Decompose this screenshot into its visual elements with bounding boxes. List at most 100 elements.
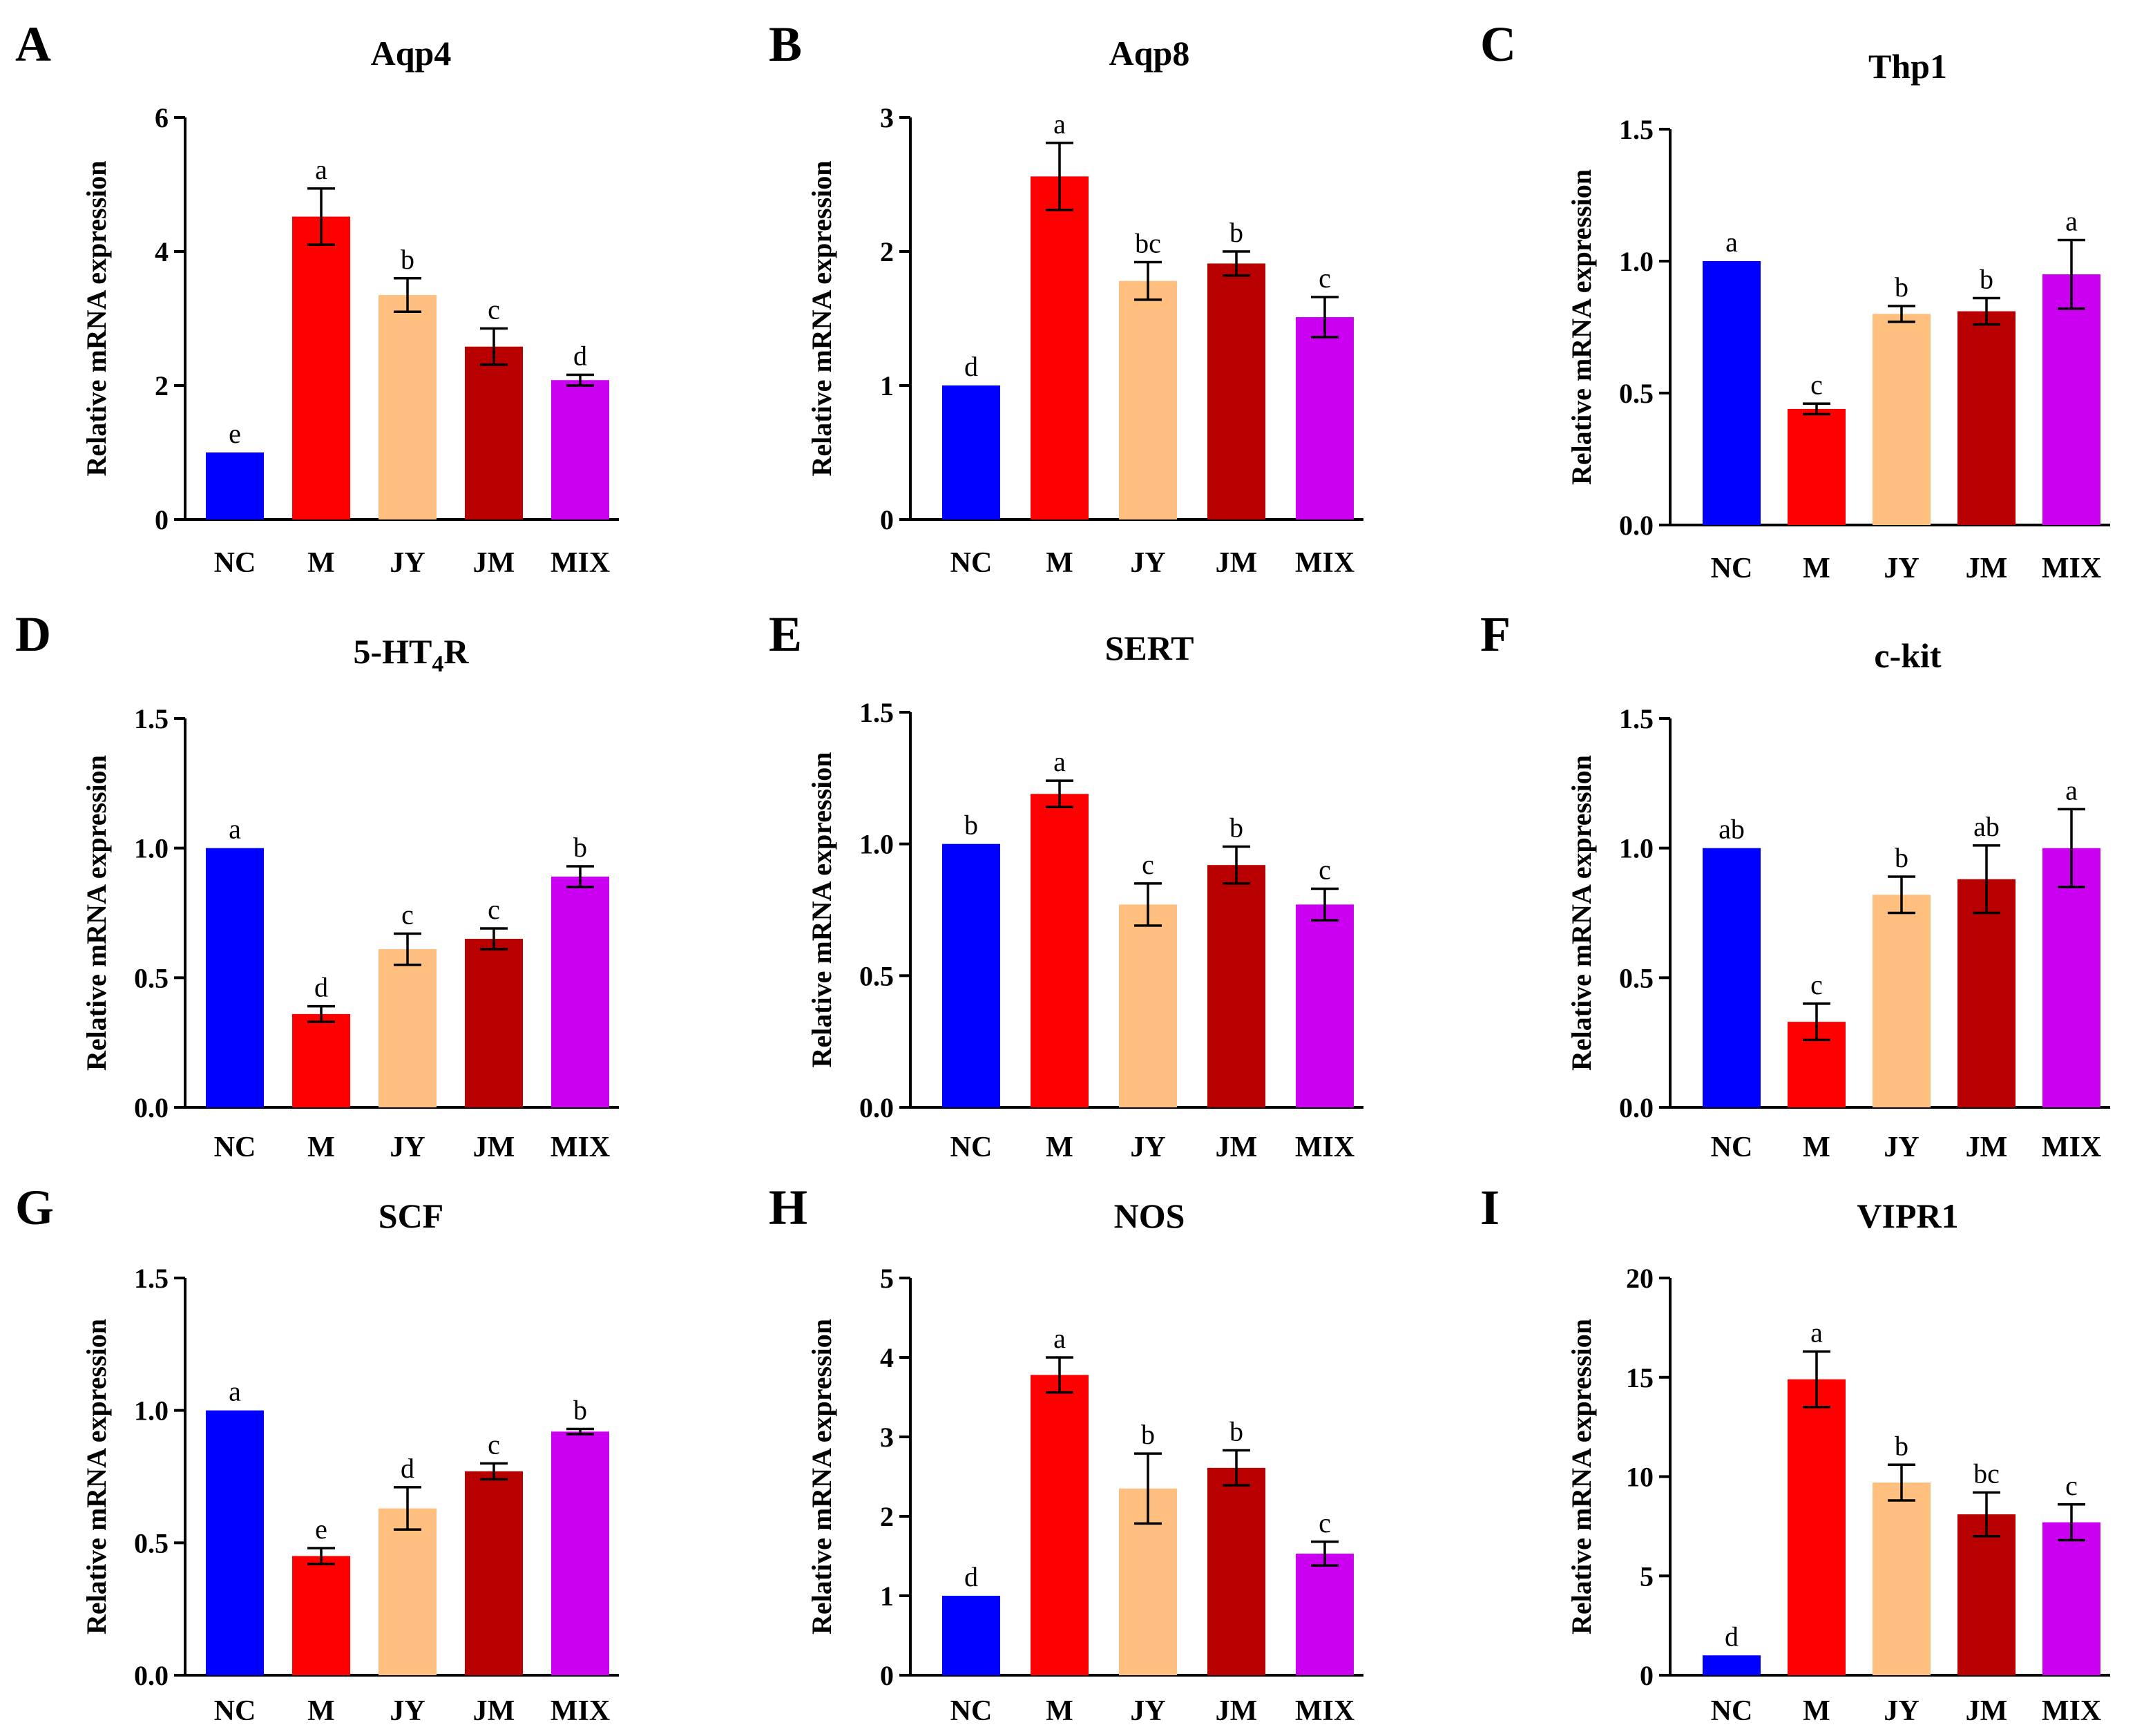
panel-i-letter: I: [1480, 1180, 1500, 1235]
panel-c-errorbar-mix: [2058, 238, 2085, 310]
panel-g: G SCF Relative mRNA expression 0.0 0.5 1.0 1.5…: [15, 1180, 619, 1727]
panel-b-bar-m: [1031, 176, 1089, 520]
panel-a-ytick-label: 0: [155, 504, 169, 535]
panel-g-ytick-label: 0.0: [134, 1660, 169, 1691]
panel-d-xtick-mix: MIX: [550, 1132, 610, 1163]
panel-c-bar-jy: [1873, 314, 1931, 525]
panel-e-bar-m: [1031, 794, 1089, 1107]
panel-a-sig-m: a: [315, 154, 327, 185]
panel-g-letter: G: [15, 1180, 54, 1235]
panel-h-bar-mix: [1296, 1554, 1354, 1675]
panel-g-sig-m: e: [315, 1514, 327, 1545]
panel-a-errorbar-jy: [394, 277, 421, 314]
panel-b-xtick-m: M: [1046, 547, 1073, 579]
panel-g-errorbar-mix: [566, 1427, 594, 1435]
panel-e-xtick-jy: JY: [1130, 1132, 1165, 1163]
panel-i-errorbar-jm: [1973, 1491, 2000, 1538]
panel-f-errorbar-jm: [1973, 844, 2000, 915]
panel-d-ytick-label: 1.5: [134, 703, 169, 734]
panel-g-bar-jy: [379, 1508, 437, 1675]
panel-a-letter: A: [15, 17, 51, 72]
panel-i-bar-jy: [1873, 1482, 1931, 1675]
panel-d-ytick-label: 1.0: [134, 833, 169, 864]
panel-f-xtick-jy: JY: [1884, 1132, 1919, 1163]
panel-a-bar-mix: [551, 380, 609, 519]
panel-i-errorbar-mix: [2058, 1503, 2085, 1542]
panel-e-sig-jy: c: [1142, 849, 1154, 880]
panel-b-letter: B: [769, 17, 802, 72]
panel-a: A Aqp4 Relative mRNA expression 0 2 4 6 e NC a Mb J…: [15, 17, 619, 579]
panel-h-bar-nc: [942, 1596, 1000, 1675]
panel-h-xtick-m: M: [1046, 1695, 1073, 1727]
panel-f-sig-mix: a: [2065, 774, 2078, 805]
panel-a-bar-m: [292, 216, 350, 519]
panel-f-xtick-mix: MIX: [2042, 1132, 2101, 1163]
panel-g-sig-nc: a: [229, 1376, 241, 1407]
panel-b-bar-mix: [1296, 317, 1354, 519]
panel-a-ytick-label: 2: [155, 370, 169, 401]
panel-d-xtick-m: M: [307, 1132, 335, 1163]
panel-i-errorbar-jy: [1888, 1463, 1915, 1502]
panel-h-letter: H: [769, 1180, 807, 1235]
panel-b-ytick-label: 0: [880, 504, 894, 535]
panel-a-xtick-jy: JY: [390, 547, 425, 579]
panel-d-bar-jm: [465, 939, 523, 1107]
panel-c-ylabel: Relative mRNA expression: [1566, 169, 1597, 485]
panel-h-xtick-jy: JY: [1130, 1695, 1165, 1727]
panel-h-xtick-mix: MIX: [1295, 1695, 1354, 1727]
panel-e-bar-jm: [1207, 865, 1265, 1107]
panel-b-sig-nc: d: [964, 351, 978, 382]
panel-d-ylabel: Relative mRNA expression: [81, 755, 112, 1071]
panel-h-title: NOS: [1114, 1196, 1185, 1235]
panel-c-sig-mix: a: [2065, 205, 2078, 236]
panel-f-sig-m: c: [1810, 969, 1823, 1000]
panel-g-xtick-nc: NC: [214, 1695, 256, 1727]
panel-b-xtick-nc: NC: [950, 547, 993, 579]
panel-g-bar-m: [292, 1556, 350, 1675]
panel-d-sig-jm: c: [488, 894, 500, 925]
panel-i-xtick-jm: JM: [1966, 1695, 2008, 1727]
panel-c-errorbar-m: [1803, 402, 1830, 416]
panel-a-bar-jm: [465, 346, 523, 519]
panel-b-sig-m: a: [1053, 108, 1066, 140]
panel-g-sig-jy: d: [401, 1453, 414, 1484]
panel-d-sig-m: d: [314, 972, 328, 1003]
panel-i-ytick-label: 20: [1626, 1263, 1654, 1294]
panel-b-ytick-label: 3: [880, 102, 894, 133]
panel-g-errorbar-jm: [480, 1462, 508, 1481]
panel-a-sig-nc: e: [229, 418, 241, 449]
panel-f-bar-jm: [1957, 879, 2016, 1107]
panel-c-errorbar-jy: [1888, 305, 1915, 323]
panel-g-sig-mix: b: [573, 1395, 587, 1426]
panel-c-xtick-jy: JY: [1884, 553, 1919, 584]
panel-e-xtick-m: M: [1046, 1132, 1073, 1163]
panel-f-bar-nc: [1703, 848, 1761, 1107]
panel-c-ytick-label: 0.5: [1619, 378, 1654, 409]
panel-d-ytick-label: 0.0: [134, 1092, 169, 1123]
panel-h-ytick-label: 4: [880, 1342, 894, 1373]
panel-h-xtick-jm: JM: [1216, 1695, 1258, 1727]
panel-a-errorbar-m: [307, 187, 335, 247]
panel-d-bar-jy: [379, 949, 437, 1107]
panel-g-bar-mix: [551, 1431, 609, 1675]
panel-d-bar-mix: [551, 876, 609, 1107]
panel-a-ytick-label: 6: [155, 102, 169, 133]
panel-h-errorbar-jy: [1134, 1452, 1162, 1525]
panel-b-title: Aqp8: [1109, 34, 1190, 73]
panel-c-bar-jm: [1957, 311, 2016, 525]
panel-b-xtick-jy: JY: [1130, 547, 1165, 579]
panel-f-bar-jy: [1873, 895, 1931, 1107]
panel-d-sig-jy: c: [401, 899, 414, 931]
panel-c-ytick-label: 0.0: [1619, 510, 1654, 541]
panel-g-title: SCF: [379, 1196, 443, 1235]
panel-g-bar-jm: [465, 1471, 523, 1675]
panel-e-ytick-label: 0.5: [859, 960, 894, 991]
panel-f-ytick-label: 0.5: [1619, 962, 1654, 993]
panel-e-bar-mix: [1296, 904, 1354, 1107]
panel-g-xtick-jy: JY: [390, 1695, 425, 1727]
panel-b-bar-jm: [1207, 263, 1265, 519]
panel-a-ytick-label: 4: [155, 236, 169, 267]
panel-c-ytick-label: 1.5: [1619, 114, 1654, 145]
panel-a-bar-jy: [379, 295, 437, 519]
panel-e-sig-nc: b: [964, 810, 978, 841]
